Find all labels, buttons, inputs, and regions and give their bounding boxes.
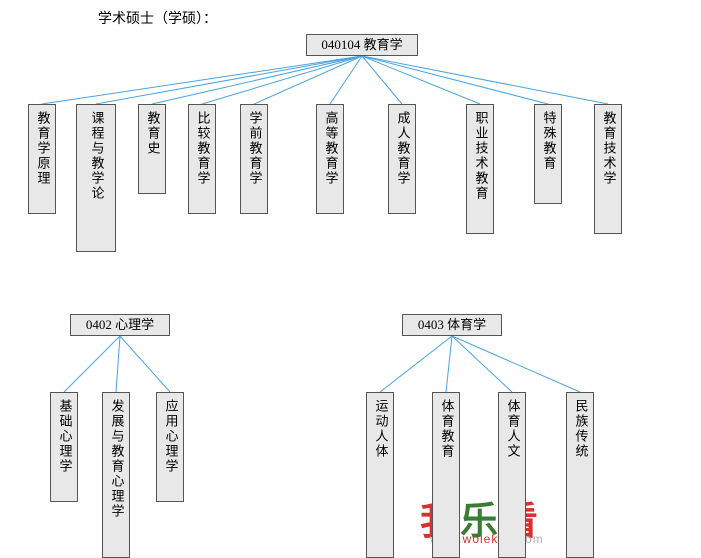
- sports-child-0: 运动人体: [366, 392, 394, 558]
- psychology-child-2: 应用心理学: [156, 392, 184, 502]
- sports-child-1: 体育教育: [432, 392, 460, 558]
- education-child-4: 学前教育学: [240, 104, 268, 214]
- education-child-1: 课程与教学论: [76, 104, 116, 252]
- education-child-0: 教育学原理: [28, 104, 56, 214]
- psychology-child-1: 发展与教育心理学: [102, 392, 130, 558]
- sports-child-3: 民族传统: [566, 392, 594, 558]
- education-child-6: 成人教育学: [388, 104, 416, 214]
- page-title: 学术硕士（学硕）：: [98, 8, 217, 28]
- sports-parent: 0403 体育学: [402, 314, 502, 336]
- sports-child-2: 体育人文: [498, 392, 526, 558]
- psychology-child-0: 基础心理学: [50, 392, 78, 502]
- education-child-2: 教育史: [138, 104, 166, 194]
- education-parent: 040104 教育学: [306, 34, 418, 56]
- education-child-3: 比较教育学: [188, 104, 216, 214]
- psychology-parent: 0402 心理学: [70, 314, 170, 336]
- education-child-5: 高等教育学: [316, 104, 344, 214]
- education-child-8: 特殊教育: [534, 104, 562, 204]
- diagram-canvas: 学术硕士（学硕）： 我乐看 www.woleken.com 040104 教育学…: [0, 0, 701, 558]
- education-child-9: 教育技术学: [594, 104, 622, 234]
- education-child-7: 职业技术教育: [466, 104, 494, 234]
